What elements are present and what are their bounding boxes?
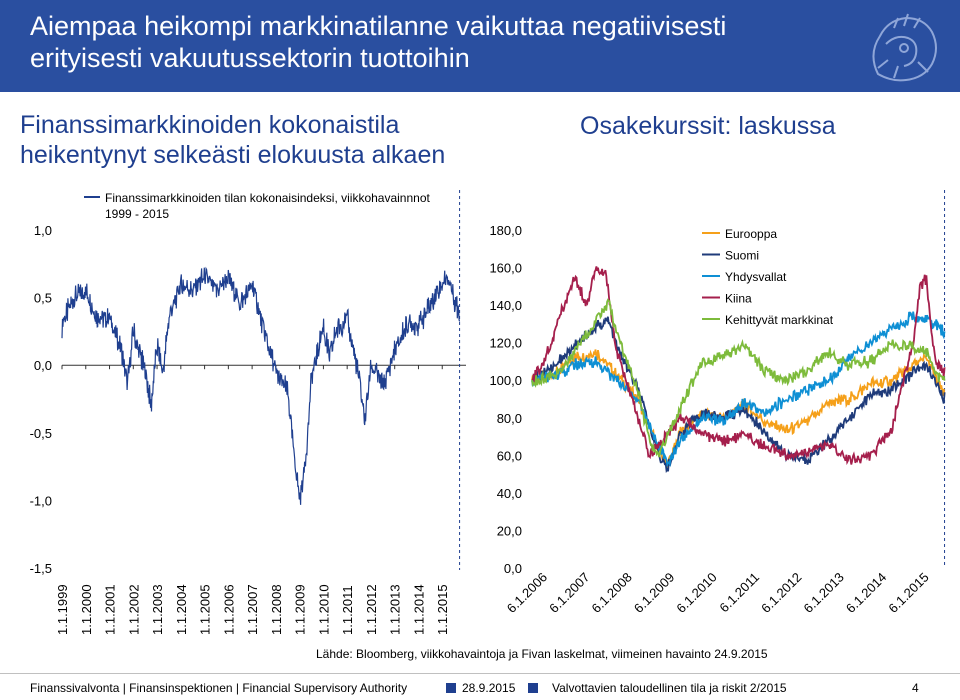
y-tick-label: 0,0	[504, 561, 522, 576]
y-tick-label: -0,5	[30, 426, 52, 441]
x-tick-label: 1.1.2013	[388, 584, 403, 635]
stress-index-chart: Finanssimarkkinoiden tilan kokonaisindek…	[30, 190, 466, 635]
x-tick-label: 1.1.2003	[150, 584, 165, 635]
right-panel-heading: Osakekurssit: laskussa	[580, 112, 836, 140]
x-tick-label: 1.1.2005	[198, 584, 213, 635]
left-panel-heading: Finanssimarkkinoiden kokonaistila heiken…	[20, 110, 445, 170]
stress-index-line	[61, 266, 461, 505]
x-tick-label: 1.1.1999	[55, 584, 70, 635]
charts-area: Finanssimarkkinoiden tilan kokonaisindek…	[30, 190, 946, 635]
x-tick-label: 6.1.2006	[504, 570, 550, 616]
legend-label: Eurooppa	[725, 227, 777, 241]
y-tick-label: 180,0	[489, 223, 522, 238]
x-tick-label: 1.1.2010	[316, 584, 331, 635]
y-tick-label: 120,0	[489, 336, 522, 351]
x-tick-label: 6.1.2008	[589, 570, 635, 616]
x-tick-label: 6.1.2012	[758, 570, 804, 616]
x-tick-label: 1.1.2015	[435, 584, 450, 635]
x-tick-label: 6.1.2013	[801, 570, 847, 616]
footer: Finanssivalvonta | Finansinspektionen | …	[0, 673, 960, 700]
x-tick-label: 1.1.2011	[340, 585, 355, 635]
legend-label: Yhdysvallat	[725, 270, 787, 284]
series-line-1	[531, 316, 946, 474]
legend-label: Suomi	[725, 249, 759, 263]
y-tick-label: 0,0	[34, 358, 52, 373]
x-tick-label: 1.1.2008	[269, 584, 284, 635]
x-tick-label: 1.1.2014	[411, 584, 426, 635]
y-tick-label: -1,0	[30, 493, 52, 508]
stock-prices-chart: 180,0 160,0 140,0 120,0 100,0 80,0 60,0 40,0 20,…	[489, 190, 946, 616]
legend-label: Kehittyvät markkinat	[725, 313, 834, 327]
footer-square-icon	[446, 683, 456, 693]
x-tick-label: 1.1.2006	[221, 584, 236, 635]
x-tick-label: 6.1.2009	[631, 570, 677, 616]
slide-title-line2: erityisesti vakuutussektorin tuottoihin	[30, 43, 470, 73]
footer-date: 28.9.2015	[462, 681, 516, 695]
y-tick-label: 100,0	[489, 373, 522, 388]
footer-report-title: Valvottavien taloudellinen tila ja riski…	[552, 681, 787, 695]
slide-title-line1: Aiempaa heikompi markkinatilanne vaikutt…	[30, 11, 727, 41]
source-note: Lähde: Bloomberg, viikkohavaintoja ja Fi…	[316, 647, 768, 661]
x-tick-label: 6.1.2014	[843, 570, 889, 616]
left-heading-line1: Finanssimarkkinoiden kokonaistila	[20, 111, 400, 139]
lion-crest-icon	[872, 13, 937, 82]
footer-page-number: 4	[912, 681, 919, 695]
y-tick-label: 1,0	[34, 223, 52, 238]
y-tick-label: 80,0	[497, 411, 522, 426]
x-tick-label: 6.1.2007	[546, 570, 592, 616]
y-tick-label: 0,5	[34, 291, 52, 306]
footer-organization: Finanssivalvonta | Finansinspektionen | …	[30, 681, 408, 695]
series-line-2	[531, 311, 946, 468]
y-tick-label: 60,0	[497, 448, 522, 463]
x-tick-label: 6.1.2015	[885, 570, 931, 616]
x-tick-label: 6.1.2011	[716, 570, 762, 616]
y-tick-label: 20,0	[497, 523, 522, 538]
x-tick-label: 1.1.2009	[293, 584, 308, 635]
legend-label: Kiina	[725, 292, 752, 306]
x-tick-label: 1.1.2002	[126, 584, 141, 635]
x-tick-label: 1.1.2012	[364, 584, 379, 635]
y-tick-label: 160,0	[489, 261, 522, 276]
footer-square-icon	[528, 683, 538, 693]
x-tick-label: 1.1.2000	[79, 584, 94, 635]
y-tick-label: 140,0	[489, 298, 522, 313]
x-tick-label: 1.1.2004	[174, 584, 189, 635]
series-line-3	[531, 266, 946, 466]
title-bar: Aiempaa heikompi markkinatilanne vaikutt…	[0, 0, 960, 92]
y-tick-label: 40,0	[497, 486, 522, 501]
x-tick-label: 1.1.2001	[103, 584, 118, 635]
series-line-4	[531, 298, 946, 458]
chart-title: Finanssimarkkinoiden tilan kokonaisindek…	[105, 191, 431, 205]
chart-subtitle: 1999 - 2015	[105, 207, 169, 221]
y-tick-label: -1,5	[30, 561, 52, 576]
x-tick-label: 1.1.2007	[245, 584, 260, 635]
left-heading-line2: heikentynyt selkeästi elokuusta alkaen	[20, 141, 446, 169]
x-tick-label: 6.1.2010	[673, 570, 719, 616]
